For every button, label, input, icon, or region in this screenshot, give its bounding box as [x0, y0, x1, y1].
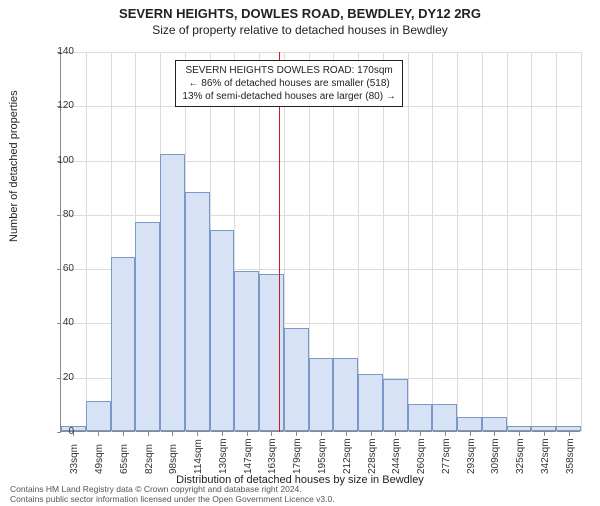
xtick-label: 114sqm: [193, 439, 204, 474]
annotation-line: ← 86% of detached houses are smaller (51…: [182, 77, 395, 90]
footer-line-2: Contains public sector information licen…: [10, 494, 335, 504]
ytick-label: 20: [44, 372, 74, 383]
xtick-mark: [395, 432, 396, 436]
xtick-label: 244sqm: [391, 438, 402, 474]
page-subtitle: Size of property relative to detached ho…: [0, 23, 600, 37]
xtick-mark: [569, 432, 570, 436]
annotation-box: SEVERN HEIGHTS DOWLES ROAD: 170sqm← 86% …: [175, 60, 402, 107]
xtick-label: 293sqm: [466, 438, 477, 474]
xtick-mark: [197, 432, 198, 436]
xtick-label: 147sqm: [243, 438, 254, 474]
xtick-mark: [222, 432, 223, 436]
xtick-mark: [271, 432, 272, 436]
ytick-label: 80: [44, 209, 74, 220]
xtick-label: 260sqm: [416, 438, 427, 474]
xtick-mark: [470, 432, 471, 436]
xtick-label: 342sqm: [540, 438, 551, 474]
gridline-v: [432, 52, 433, 432]
histogram-bar: [160, 154, 185, 431]
histogram-bar: [507, 426, 532, 431]
xtick-label: 309sqm: [490, 438, 501, 474]
xtick-mark: [346, 432, 347, 436]
gridline-h: [61, 161, 581, 162]
xtick-label: 358sqm: [565, 438, 576, 474]
ytick-label: 0: [44, 426, 74, 437]
histogram-bar: [86, 401, 111, 431]
gridline-v: [507, 52, 508, 432]
histogram-bar: [408, 404, 433, 431]
histogram-bar: [135, 222, 160, 431]
histogram-bar: [482, 417, 507, 431]
annotation-line: 13% of semi-detached houses are larger (…: [182, 90, 395, 103]
histogram-bar: [111, 257, 136, 431]
gridline-v: [86, 52, 87, 432]
annotation-line: SEVERN HEIGHTS DOWLES ROAD: 170sqm: [182, 64, 395, 77]
y-axis-label: Number of detached properties: [8, 90, 20, 242]
xtick-mark: [420, 432, 421, 436]
xtick-label: 212sqm: [342, 438, 353, 474]
gridline-v: [556, 52, 557, 432]
xtick-mark: [519, 432, 520, 436]
xtick-mark: [321, 432, 322, 436]
gridline-v: [482, 52, 483, 432]
gridline-v: [383, 52, 384, 432]
gridline-v: [408, 52, 409, 432]
ytick-label: 140: [44, 46, 74, 57]
ytick-label: 100: [44, 155, 74, 166]
xtick-label: 277sqm: [441, 438, 452, 474]
xtick-mark: [544, 432, 545, 436]
ytick-label: 40: [44, 317, 74, 328]
xtick-label: 325sqm: [515, 438, 526, 474]
ytick-label: 60: [44, 263, 74, 274]
xtick-label: 82sqm: [144, 444, 155, 474]
xtick-label: 65sqm: [119, 444, 130, 474]
xtick-mark: [247, 432, 248, 436]
histogram-chart: SEVERN HEIGHTS DOWLES ROAD: 170sqm← 86% …: [60, 52, 580, 432]
histogram-bar: [185, 192, 210, 431]
xtick-mark: [445, 432, 446, 436]
footer-line-1: Contains HM Land Registry data © Crown c…: [10, 484, 335, 494]
xtick-label: 195sqm: [317, 438, 328, 474]
xtick-label: 179sqm: [292, 438, 303, 474]
histogram-bar: [234, 271, 259, 431]
xtick-mark: [98, 432, 99, 436]
histogram-bar: [309, 358, 334, 431]
histogram-bar: [333, 358, 358, 431]
xtick-label: 33sqm: [69, 444, 80, 474]
xtick-mark: [148, 432, 149, 436]
xtick-label: 163sqm: [267, 438, 278, 474]
histogram-bar: [383, 379, 408, 431]
xtick-label: 130sqm: [218, 438, 229, 474]
page-title-address: SEVERN HEIGHTS, DOWLES ROAD, BEWDLEY, DY…: [0, 6, 600, 21]
xtick-label: 98sqm: [168, 444, 179, 474]
histogram-bar: [531, 426, 556, 431]
plot-area: SEVERN HEIGHTS DOWLES ROAD: 170sqm← 86% …: [60, 52, 580, 432]
xtick-mark: [494, 432, 495, 436]
xtick-mark: [123, 432, 124, 436]
gridline-v: [457, 52, 458, 432]
xtick-mark: [371, 432, 372, 436]
gridline-v: [581, 52, 582, 432]
histogram-bar: [284, 328, 309, 431]
gridline-h: [61, 215, 581, 216]
histogram-bar: [210, 230, 235, 431]
xtick-mark: [296, 432, 297, 436]
histogram-bar: [358, 374, 383, 431]
gridline-v: [531, 52, 532, 432]
gridline-h: [61, 52, 581, 53]
xtick-mark: [172, 432, 173, 436]
xtick-label: 49sqm: [94, 444, 105, 474]
histogram-bar: [432, 404, 457, 431]
histogram-bar: [556, 426, 581, 431]
reference-line: [279, 52, 280, 432]
attribution-footer: Contains HM Land Registry data © Crown c…: [10, 484, 335, 504]
ytick-label: 120: [44, 100, 74, 111]
histogram-bar: [457, 417, 482, 431]
xtick-label: 228sqm: [367, 438, 378, 474]
